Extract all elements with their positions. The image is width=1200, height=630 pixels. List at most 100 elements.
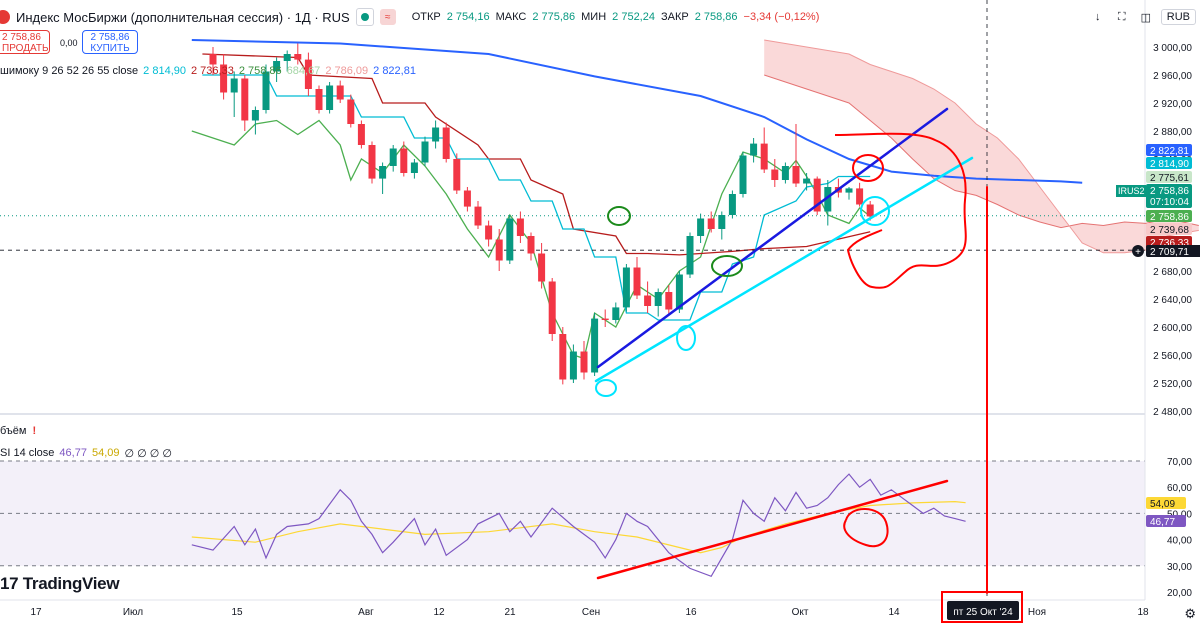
candle-body[interactable] xyxy=(622,267,630,308)
candle-body[interactable] xyxy=(665,292,673,310)
candle-body[interactable] xyxy=(559,334,567,380)
ohlc-readout: ОТКР 2 754,16 МАКС 2 775,86 МИН 2 752,24 ЗА… xyxy=(412,11,820,23)
candle-body[interactable] xyxy=(294,54,302,60)
candle-body[interactable] xyxy=(251,110,259,121)
candle-body[interactable] xyxy=(220,64,228,93)
candle-body[interactable] xyxy=(569,351,577,380)
symbol-tag[interactable] xyxy=(1116,185,1146,197)
candle-body[interactable] xyxy=(262,71,270,111)
candle-body[interactable] xyxy=(463,190,471,207)
candle-body[interactable] xyxy=(760,143,768,170)
symbol-title[interactable]: Индекс МосБиржи (дополнительная сессия) … xyxy=(16,9,350,25)
candle-body[interactable] xyxy=(315,89,323,110)
ichimoku-legend[interactable]: шимоку 9 26 52 26 55 close 2 814,90 2 73… xyxy=(0,65,416,77)
candle-body[interactable] xyxy=(326,85,334,111)
candle-body[interactable] xyxy=(728,194,736,215)
circle-cyan[interactable] xyxy=(860,196,890,226)
ohlc-low-key: МИН xyxy=(581,11,607,23)
candle-body[interactable] xyxy=(538,253,546,282)
crosshair-plus-icon[interactable] xyxy=(1132,245,1144,257)
candle-body[interactable] xyxy=(304,59,312,89)
rsi-legend[interactable]: SI 14 close 46,77 54,09 ∅ ∅ ∅ ∅ xyxy=(0,447,172,460)
candle-body[interactable] xyxy=(379,166,387,179)
candle-body[interactable] xyxy=(442,127,450,160)
tradingview-logo[interactable]: 17 TradingView xyxy=(0,574,120,594)
candle-body[interactable] xyxy=(495,239,503,261)
candle-body[interactable] xyxy=(686,236,694,275)
candle-body[interactable] xyxy=(432,127,440,142)
candle-body[interactable] xyxy=(400,148,408,174)
volume-legend[interactable]: бъём ! xyxy=(0,425,36,437)
candle-body[interactable] xyxy=(527,236,535,254)
circle-red[interactable] xyxy=(852,154,884,182)
currency-select[interactable]: RUB xyxy=(1160,9,1196,25)
candle-body[interactable] xyxy=(209,54,217,65)
candle-body[interactable] xyxy=(707,218,715,230)
download-icon[interactable]: ↓ xyxy=(1095,11,1101,23)
candle-body[interactable] xyxy=(803,178,811,184)
candle-body[interactable] xyxy=(856,188,864,205)
candle-body[interactable] xyxy=(697,218,705,237)
chart-header: Индекс МосБиржи (дополнительная сессия) … xyxy=(0,6,819,28)
warning-icon[interactable]: ! xyxy=(32,425,37,437)
rsi-ma-value: 54,09 xyxy=(91,447,120,459)
candle-body[interactable] xyxy=(739,155,747,195)
candle-body[interactable] xyxy=(453,159,461,191)
candle-body[interactable] xyxy=(813,178,821,212)
market-status-icon[interactable] xyxy=(355,8,374,26)
candle-body[interactable] xyxy=(273,61,281,72)
candle-body[interactable] xyxy=(654,292,662,306)
candle-body[interactable] xyxy=(675,274,683,310)
marker-box-red[interactable] xyxy=(941,591,1023,623)
candle-body[interactable] xyxy=(283,54,291,61)
circle-green[interactable] xyxy=(607,206,631,226)
candle-body[interactable] xyxy=(580,351,588,373)
candle-body[interactable] xyxy=(548,281,556,335)
candle-body[interactable] xyxy=(485,225,493,240)
candle-body[interactable] xyxy=(506,218,514,261)
candle-body[interactable] xyxy=(347,99,355,125)
circle-cyan[interactable] xyxy=(676,325,696,351)
candle-body[interactable] xyxy=(750,143,758,156)
candle-body[interactable] xyxy=(824,187,832,212)
candle-body[interactable] xyxy=(389,148,397,167)
user-annotations[interactable] xyxy=(594,107,1023,623)
circle-green[interactable] xyxy=(711,255,743,277)
candle-body[interactable] xyxy=(241,78,249,121)
candle-body[interactable] xyxy=(410,162,418,174)
candle-body[interactable] xyxy=(718,215,726,229)
candle-body[interactable] xyxy=(644,295,652,307)
candle-body[interactable] xyxy=(781,166,789,180)
waves-icon[interactable]: ≈ xyxy=(379,9,396,25)
rsi-tick-label: 20,00 xyxy=(1167,588,1192,599)
pane-separator[interactable] xyxy=(0,413,1145,415)
trendline-rsi-red[interactable] xyxy=(596,479,949,580)
trendline-cyan[interactable] xyxy=(594,156,974,383)
circle-red[interactable] xyxy=(843,508,889,548)
candle-body[interactable] xyxy=(866,204,874,217)
outline-red[interactable] xyxy=(834,132,967,289)
candle-body[interactable] xyxy=(230,78,238,93)
ichimoku-label: шимоку 9 26 52 26 55 close xyxy=(0,65,139,77)
sell-button[interactable]: 2 758,86 ПРОДАТЬ xyxy=(0,30,50,54)
candle-body[interactable] xyxy=(771,169,779,181)
fullscreen-icon[interactable]: ⛶ xyxy=(1117,10,1126,23)
circle-cyan[interactable] xyxy=(595,379,617,397)
candle-body[interactable] xyxy=(474,206,482,226)
candle-body[interactable] xyxy=(845,188,853,193)
candle-body[interactable] xyxy=(792,166,800,184)
trendline-blue[interactable] xyxy=(596,107,949,369)
candle-body[interactable] xyxy=(612,307,620,320)
gear-icon[interactable]: ⚙ xyxy=(1184,606,1196,621)
candle-body[interactable] xyxy=(591,318,599,373)
candle-body[interactable] xyxy=(357,124,365,145)
screenshot-icon[interactable]: ◫ xyxy=(1140,11,1151,24)
candle-body[interactable] xyxy=(633,267,641,296)
candle-body[interactable] xyxy=(516,218,524,237)
candle-body[interactable] xyxy=(601,318,609,320)
candle-body[interactable] xyxy=(336,85,344,100)
buy-button[interactable]: 2 758,86 КУПИТЬ xyxy=(82,30,138,54)
candle-body[interactable] xyxy=(368,145,376,179)
candle-body[interactable] xyxy=(421,141,429,163)
